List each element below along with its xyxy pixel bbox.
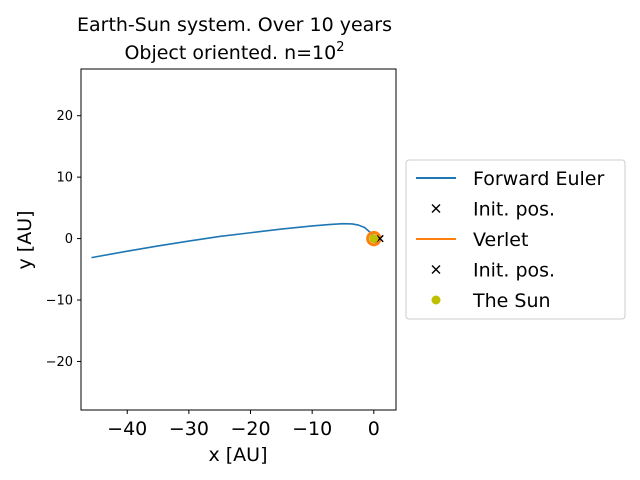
- legend-item: Forward Euler: [416, 168, 604, 190]
- legend-box: [405, 159, 626, 320]
- legend-item: Init. pos.: [431, 260, 555, 282]
- legend-label: Init. pos.: [473, 199, 555, 221]
- plot-data-layer: [91, 222, 384, 259]
- legend-swatch-dot-marker: [431, 295, 441, 305]
- chart-title-line2-text: Object oriented. n=10: [124, 42, 336, 64]
- legend: Forward Euler Init. pos. Verlet Init. pos. T…: [405, 159, 626, 320]
- y-tick-label: −20: [46, 355, 73, 370]
- y-tick-label: 20: [56, 109, 73, 124]
- chart-title-exponent: 2: [336, 40, 344, 55]
- x-tick-label: 0: [368, 418, 380, 440]
- legend-items: Forward Euler Init. pos. Verlet Init. pos. T…: [416, 168, 604, 312]
- plot-frame: [80, 68, 397, 411]
- legend-label: Forward Euler: [473, 168, 604, 190]
- x-tick-label: −10: [292, 418, 332, 440]
- x-tick-label: −40: [107, 418, 147, 440]
- sun-marker: [369, 234, 379, 244]
- legend-label: Verlet: [473, 229, 528, 251]
- legend-swatch-x-marker: [431, 265, 441, 274]
- legend-label: Init. pos.: [473, 260, 555, 282]
- legend-swatch-x-marker: [431, 204, 441, 213]
- chart-title-line1: Earth-Sun system. Over 10 years: [77, 14, 392, 36]
- tick-layer: −40 −30 −20 −10 0 20 10 0 −10 −20: [46, 109, 380, 440]
- series-line-forward-euler: [91, 222, 379, 259]
- legend-label: The Sun: [472, 290, 551, 312]
- x-tick-label: −20: [230, 418, 270, 440]
- y-axis-label: y [AU]: [14, 210, 36, 269]
- y-tick-label: −10: [46, 294, 73, 309]
- legend-item: Verlet: [416, 229, 528, 251]
- y-tick-label: 10: [56, 171, 73, 186]
- chart-title-line2: Object oriented. n=102: [124, 40, 344, 64]
- init-pos-marker: [376, 234, 384, 243]
- legend-item: The Sun: [431, 290, 551, 312]
- series-line-verlet: [366, 230, 382, 247]
- legend-item: Init. pos.: [431, 199, 555, 221]
- y-tick-label: 0: [65, 232, 73, 247]
- x-tick-label: −30: [169, 418, 209, 440]
- x-axis-label: x [AU]: [208, 444, 267, 466]
